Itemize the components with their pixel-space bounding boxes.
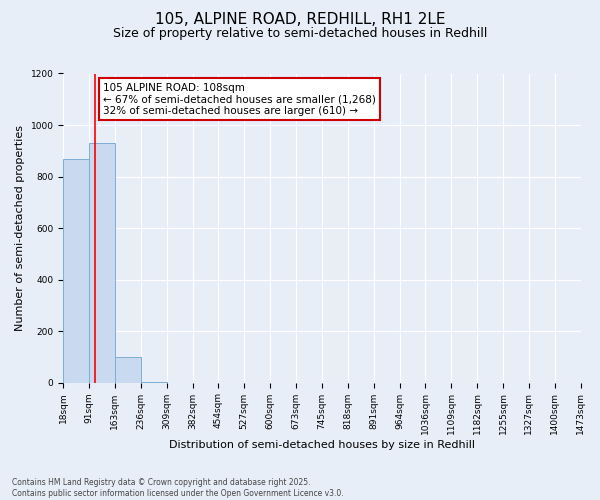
Text: 105 ALPINE ROAD: 108sqm
← 67% of semi-detached houses are smaller (1,268)
32% of: 105 ALPINE ROAD: 108sqm ← 67% of semi-de… <box>103 82 376 116</box>
Text: 105, ALPINE ROAD, REDHILL, RH1 2LE: 105, ALPINE ROAD, REDHILL, RH1 2LE <box>155 12 445 28</box>
Bar <box>115 357 141 382</box>
Bar <box>63 158 89 382</box>
Text: Size of property relative to semi-detached houses in Redhill: Size of property relative to semi-detach… <box>113 28 487 40</box>
Y-axis label: Number of semi-detached properties: Number of semi-detached properties <box>15 125 25 331</box>
Bar <box>89 143 115 382</box>
X-axis label: Distribution of semi-detached houses by size in Redhill: Distribution of semi-detached houses by … <box>169 440 475 450</box>
Text: Contains HM Land Registry data © Crown copyright and database right 2025.
Contai: Contains HM Land Registry data © Crown c… <box>12 478 344 498</box>
